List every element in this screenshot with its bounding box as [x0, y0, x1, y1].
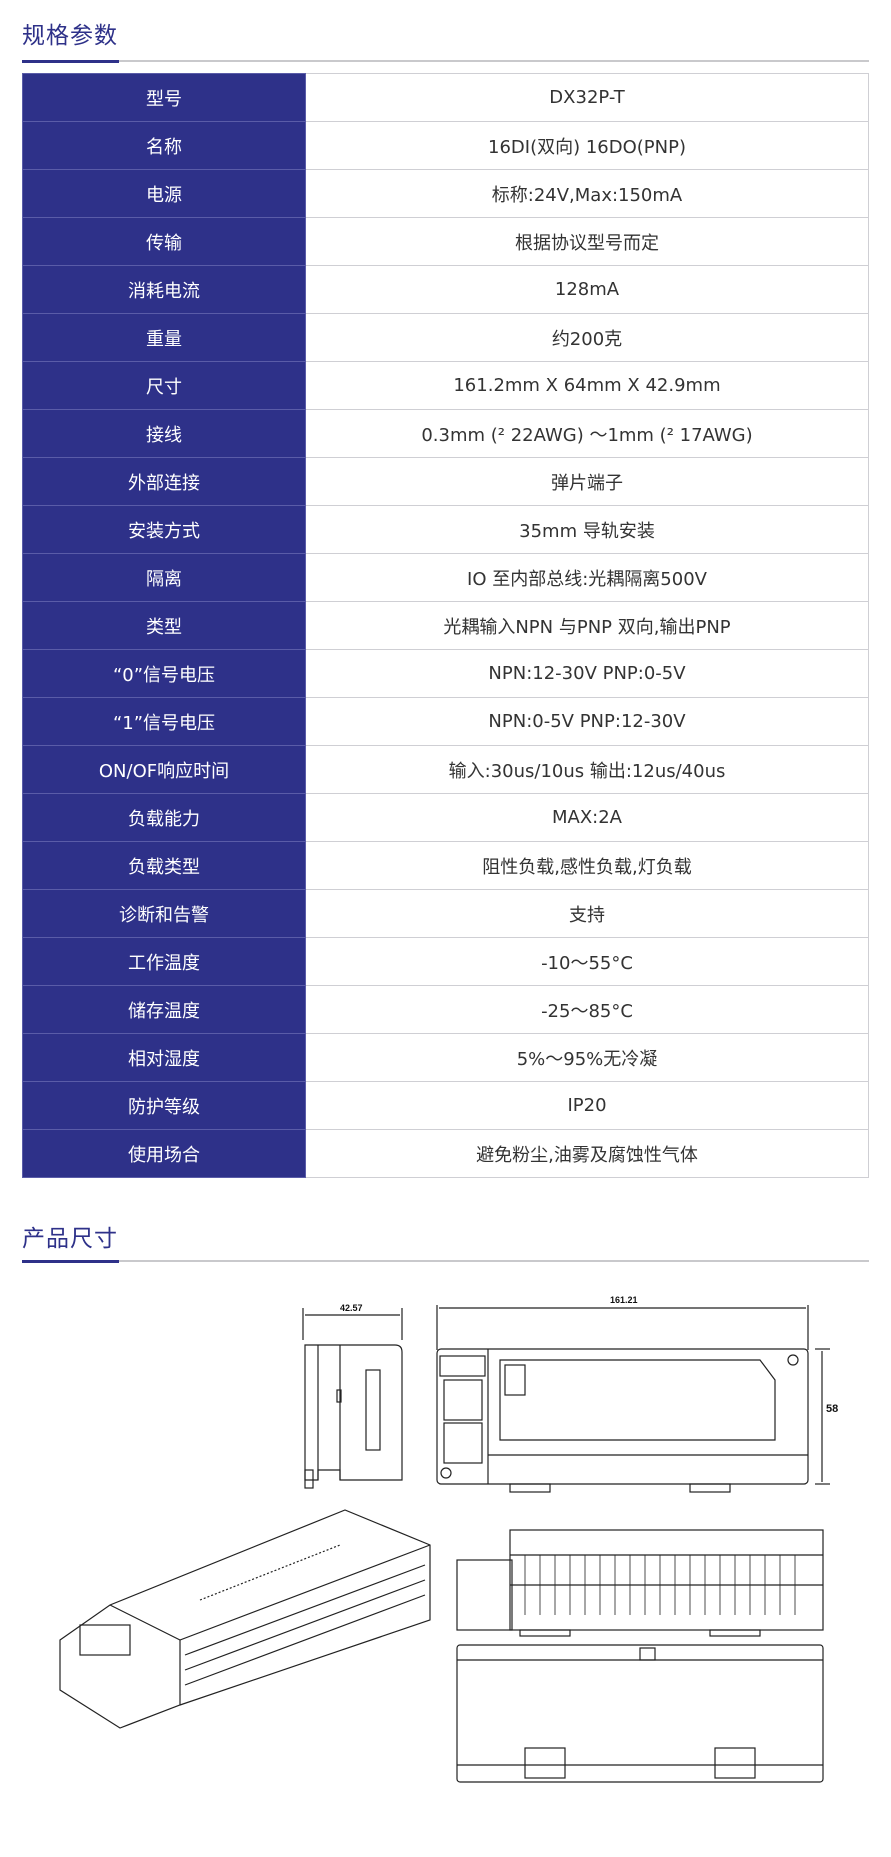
- spec-row: 尺寸 161.2mm X 64mm X 42.9mm: [22, 361, 869, 410]
- spec-row: 使用场合 避免粉尘,油雾及腐蚀性气体: [22, 1129, 869, 1178]
- front-view-drawing: 161.21 58: [436, 1295, 838, 1493]
- spec-value: 光耦输入NPN 与PNP 双向,输出PNP: [305, 601, 869, 650]
- spec-label: 消耗电流: [22, 265, 306, 314]
- spec-label: 隔离: [22, 553, 306, 602]
- spec-label: 储存温度: [22, 985, 306, 1034]
- spec-row: 接线 0.3mm (² 22AWG) ～1mm (² 17AWG): [22, 409, 869, 458]
- spec-row: 工作温度 -10～55°C: [22, 937, 869, 986]
- spec-label: 相对湿度: [22, 1033, 306, 1082]
- spec-label: “0”信号电压: [22, 649, 306, 698]
- spec-label: 名称: [22, 121, 306, 170]
- spec-label: 使用场合: [22, 1129, 306, 1178]
- front-width-label: 161.21: [610, 1295, 638, 1305]
- dimensions-title: 产品尺寸: [22, 1226, 118, 1252]
- spec-row: 外部连接 弹片端子: [22, 457, 869, 506]
- spec-label: 型号: [22, 73, 306, 122]
- spec-label: 电源: [22, 169, 306, 218]
- spec-value: 35mm 导轨安装: [305, 505, 869, 554]
- spec-row: 消耗电流 128mA: [22, 265, 869, 314]
- isometric-view-drawing: [59, 1509, 431, 1729]
- spec-label: 工作温度: [22, 937, 306, 986]
- spec-value: IP20: [305, 1081, 869, 1130]
- spec-row: ON/OF响应时间 输入:30us/10us 输出:12us/40us: [22, 745, 869, 794]
- spec-value: 避免粉尘,油雾及腐蚀性气体: [305, 1129, 869, 1178]
- spec-value: DX32P-T: [305, 73, 869, 122]
- bottom-view-drawing: [456, 1644, 824, 1783]
- spec-row: 安装方式 35mm 导轨安装: [22, 505, 869, 554]
- spec-value: MAX:2A: [305, 793, 869, 842]
- spec-label: 尺寸: [22, 361, 306, 410]
- spec-value: 16DI(双向) 16DO(PNP): [305, 121, 869, 170]
- spec-row: 类型 光耦输入NPN 与PNP 双向,输出PNP: [22, 601, 869, 650]
- spec-label: 诊断和告警: [22, 889, 306, 938]
- spec-value: -10～55°C: [305, 937, 869, 986]
- spec-row: 传输 根据协议型号而定: [22, 217, 869, 266]
- specs-title-rule: [22, 60, 869, 63]
- spec-row: 隔离 IO 至内部总线:光耦隔离500V: [22, 553, 869, 602]
- spec-value: 0.3mm (² 22AWG) ～1mm (² 17AWG): [305, 409, 869, 458]
- spec-row: “1”信号电压 NPN:0-5V PNP:12-30V: [22, 697, 869, 746]
- spec-row: 负载能力 MAX:2A: [22, 793, 869, 842]
- spec-value: 阻性负载,感性负载,灯负载: [305, 841, 869, 890]
- spec-label: 传输: [22, 217, 306, 266]
- spec-value: 根据协议型号而定: [305, 217, 869, 266]
- spec-value: NPN:12-30V PNP:0-5V: [305, 649, 869, 698]
- spec-row: 诊断和告警 支持: [22, 889, 869, 938]
- spec-row: 负载类型 阻性负载,感性负载,灯负载: [22, 841, 869, 890]
- spec-value: NPN:0-5V PNP:12-30V: [305, 697, 869, 746]
- spec-row: “0”信号电压 NPN:12-30V PNP:0-5V: [22, 649, 869, 698]
- spec-label: 外部连接: [22, 457, 306, 506]
- dimension-drawings: 42.57 161.21 58: [59, 1295, 838, 1783]
- spec-label: “1”信号电压: [22, 697, 306, 746]
- spec-value: 标称:24V,Max:150mA: [305, 169, 869, 218]
- spec-label: 安装方式: [22, 505, 306, 554]
- spec-value: 支持: [305, 889, 869, 938]
- spec-label: 接线: [22, 409, 306, 458]
- spec-value: 输入:30us/10us 输出:12us/40us: [305, 745, 869, 794]
- spec-value: 弹片端子: [305, 457, 869, 506]
- front-height-label: 58: [826, 1403, 838, 1415]
- spec-value: 约200克: [305, 313, 869, 362]
- spec-row: 型号 DX32P-T: [22, 73, 869, 122]
- spec-row: 防护等级 IP20: [22, 1081, 869, 1130]
- spec-row: 相对湿度 5%～95%无冷凝: [22, 1033, 869, 1082]
- spec-value: 161.2mm X 64mm X 42.9mm: [305, 361, 869, 410]
- spec-value: IO 至内部总线:光耦隔离500V: [305, 553, 869, 602]
- specs-table: 型号 DX32P-T 名称 16DI(双向) 16DO(PNP) 电源 标称:24V,Ma…: [22, 73, 869, 1178]
- spec-label: ON/OF响应时间: [22, 745, 306, 794]
- spec-label: 负载类型: [22, 841, 306, 890]
- spec-label: 重量: [22, 313, 306, 362]
- terminal-view-drawing: [456, 1529, 824, 1637]
- spec-row: 储存温度 -25～85°C: [22, 985, 869, 1034]
- spec-label: 防护等级: [22, 1081, 306, 1130]
- specs-title: 规格参数: [22, 23, 118, 49]
- spec-row: 电源 标称:24V,Max:150mA: [22, 169, 869, 218]
- side-view-drawing: 42.57: [302, 1303, 403, 1489]
- side-width-label: 42.57: [340, 1303, 363, 1313]
- spec-row: 重量 约200克: [22, 313, 869, 362]
- spec-value: -25～85°C: [305, 985, 869, 1034]
- dimensions-title-rule: [22, 1260, 869, 1263]
- spec-label: 负载能力: [22, 793, 306, 842]
- spec-label: 类型: [22, 601, 306, 650]
- spec-value: 5%～95%无冷凝: [305, 1033, 869, 1082]
- spec-row: 名称 16DI(双向) 16DO(PNP): [22, 121, 869, 170]
- spec-value: 128mA: [305, 265, 869, 314]
